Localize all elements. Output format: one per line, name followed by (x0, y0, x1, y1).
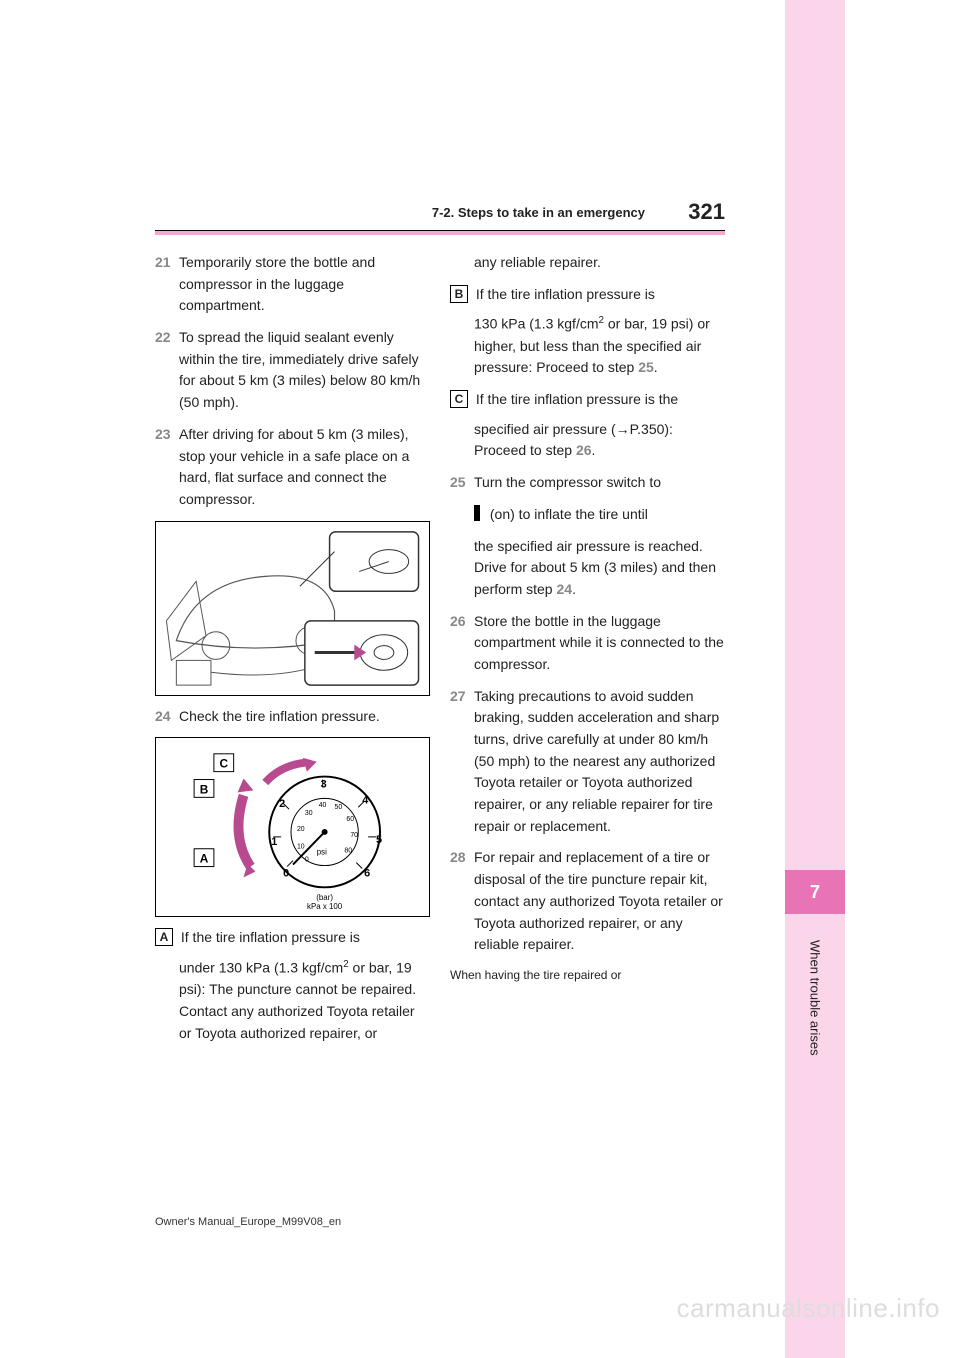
svg-text:30: 30 (305, 810, 313, 817)
gauge-illustration: C B A 0 1 2 3 4 5 6 (156, 738, 429, 916)
content-columns: 21 Temporarily store the bottle and comp… (155, 252, 725, 1054)
step-28: 28 For repair and replacement of a tire … (450, 847, 725, 955)
step-number: 22 (155, 327, 179, 414)
condition-b-body: 130 kPa (1.3 kgf/cm2 or bar, 19 psi) or … (450, 313, 725, 379)
cond-c-end: . (592, 442, 596, 458)
condition-b: B If the tire inflation pressure is (450, 284, 725, 306)
step-number: 23 (155, 424, 179, 511)
svg-text:(bar): (bar) (316, 893, 333, 902)
condition-c-body: specified air pressure (→P.350): Proceed… (450, 419, 725, 462)
label-c: C (450, 390, 468, 408)
step-text: Check the tire inflation pressure. (179, 706, 430, 728)
step-27: 27 Taking precautions to avoid sudden br… (450, 686, 725, 838)
svg-text:70: 70 (350, 832, 358, 839)
svg-text:6: 6 (364, 868, 370, 880)
step-text: Taking precautions to avoid sudden braki… (474, 686, 725, 838)
step-25-body: the specified air pressure is reached. D… (450, 536, 725, 601)
svg-text:5: 5 (376, 834, 382, 846)
svg-text:10: 10 (297, 844, 305, 851)
svg-text:4: 4 (362, 795, 368, 807)
step-26: 26 Store the bottle in the luggage compa… (450, 611, 725, 676)
step-number: 24 (155, 706, 179, 728)
step-21: 21 Temporarily store the bottle and comp… (155, 252, 430, 317)
step-number: 28 (450, 847, 474, 955)
svg-text:0: 0 (305, 857, 309, 864)
svg-text:50: 50 (335, 804, 343, 811)
section-label: 7-2. Steps to take in an emergency (432, 205, 645, 220)
page-number: 321 (688, 199, 725, 225)
cond-c-pre: If the tire inflation pressure is the (472, 391, 678, 407)
step-number: 21 (155, 252, 179, 317)
s25-c: the specified air pressure is reached. D… (474, 538, 716, 597)
trailing-note: When having the tire repaired or (450, 966, 725, 985)
cond-b-end: . (654, 359, 658, 375)
header-accent (155, 231, 725, 235)
s25-end: . (572, 581, 576, 597)
figure-compressor-connection (155, 521, 430, 696)
step-23: 23 After driving for about 5 km (3 miles… (155, 424, 430, 511)
step-text: For repair and replacement of a tire or … (474, 847, 725, 955)
svg-text:kPa x 100: kPa x 100 (307, 902, 343, 911)
step-22: 22 To spread the liquid sealant evenly w… (155, 327, 430, 414)
footer-text: Owner's Manual_Europe_M99V08_en (155, 1216, 341, 1228)
svg-text:B: B (200, 783, 209, 797)
switch-on-icon (474, 505, 480, 521)
label-a: A (155, 928, 173, 946)
svg-text:0: 0 (283, 868, 289, 880)
step-text: Temporarily store the bottle and compres… (179, 252, 430, 317)
step-text: Store the bottle in the luggage compartm… (474, 611, 725, 676)
svg-text:80: 80 (344, 848, 352, 855)
sidebar-chapter-title: When trouble arises (785, 930, 845, 1190)
step-25: 25 Turn the compressor switch to (450, 472, 725, 494)
right-column: any reliable repairer. B If the tire inf… (450, 252, 725, 1054)
step-text: After driving for about 5 km (3 miles), … (179, 424, 430, 511)
cond-a-b1: under 130 kPa (1.3 kgf/cm (179, 960, 343, 976)
cond-b-b1: 130 kPa (1.3 kgf/cm (474, 316, 599, 332)
cond-b-step: 25 (638, 359, 654, 375)
condition-a-body: under 130 kPa (1.3 kgf/cm2 or bar, 19 ps… (155, 957, 430, 1044)
step-number: 25 (450, 472, 474, 494)
car-compressor-illustration (156, 522, 429, 695)
svg-text:20: 20 (297, 826, 305, 833)
svg-text:40: 40 (319, 802, 327, 809)
sidebar-chapter-number: 7 (810, 882, 820, 903)
left-column: 21 Temporarily store the bottle and comp… (155, 252, 430, 1054)
svg-text:3: 3 (321, 779, 327, 791)
step-number: 26 (450, 611, 474, 676)
s25-step: 24 (556, 581, 572, 597)
step-25-line2: (on) to inflate the tire until (450, 504, 725, 526)
condition-c: C If the tire inflation pressure is the (450, 389, 725, 411)
step-text: To spread the liquid sealant evenly with… (179, 327, 430, 414)
svg-text:1: 1 (271, 836, 277, 848)
condition-a: A If the tire inflation pressure is (155, 927, 430, 949)
cond-a-pre: If the tire inflation pressure is (177, 929, 360, 945)
svg-text:psi: psi (317, 848, 327, 857)
cond-c-b1: specified air pressure (→P.350): Proceed… (474, 421, 673, 459)
svg-text:C: C (219, 757, 228, 771)
step-number: 27 (450, 686, 474, 838)
cond-b-pre: If the tire inflation pressure is (472, 286, 655, 302)
figure-pressure-gauge: C B A 0 1 2 3 4 5 6 (155, 737, 430, 917)
svg-text:60: 60 (346, 816, 354, 823)
sidebar-chapter-box: 7 (785, 870, 845, 914)
cond-c-step: 26 (576, 442, 592, 458)
s25-b: (on) to inflate the tire until (486, 506, 648, 522)
svg-text:A: A (200, 852, 209, 866)
label-b: B (450, 285, 468, 303)
watermark: carmanualsonline.info (677, 1293, 940, 1324)
step-text: Turn the compressor switch to (474, 472, 725, 494)
step-24: 24 Check the tire inflation pressure. (155, 706, 430, 728)
cond-a-continuation: any reliable repairer. (450, 252, 725, 274)
